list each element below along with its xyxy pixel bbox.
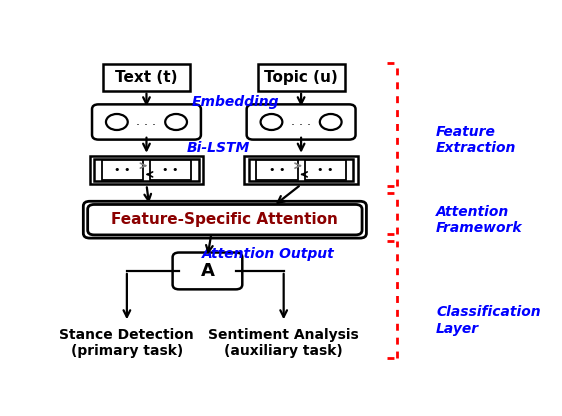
Text: Sentiment Analysis
(auxiliary task): Sentiment Analysis (auxiliary task) [209, 328, 359, 358]
Text: Classification
Layer: Classification Layer [436, 305, 541, 336]
Text: Bi-LSTM: Bi-LSTM [187, 141, 250, 155]
FancyBboxPatch shape [247, 104, 356, 140]
FancyBboxPatch shape [90, 156, 203, 184]
FancyBboxPatch shape [256, 160, 298, 180]
FancyBboxPatch shape [83, 201, 366, 238]
FancyBboxPatch shape [92, 104, 201, 140]
Text: A: A [201, 262, 214, 280]
FancyBboxPatch shape [244, 156, 357, 184]
FancyBboxPatch shape [249, 159, 353, 181]
FancyBboxPatch shape [102, 160, 143, 180]
FancyBboxPatch shape [150, 160, 191, 180]
FancyBboxPatch shape [88, 205, 362, 235]
Text: . . .: . . . [291, 116, 311, 129]
Text: Feature-Specific Attention: Feature-Specific Attention [111, 212, 338, 227]
Text: . . .: . . . [137, 116, 156, 129]
FancyBboxPatch shape [103, 64, 190, 91]
Text: Feature
Extraction: Feature Extraction [436, 124, 516, 155]
FancyBboxPatch shape [257, 64, 345, 91]
Text: Stance Detection
(primary task): Stance Detection (primary task) [60, 328, 194, 358]
Text: • •: • • [269, 165, 285, 175]
FancyBboxPatch shape [305, 160, 346, 180]
Text: • •: • • [317, 165, 333, 175]
Text: Topic (u): Topic (u) [264, 69, 338, 84]
Text: • •: • • [162, 165, 179, 175]
Text: Text (t): Text (t) [115, 69, 178, 84]
FancyBboxPatch shape [173, 253, 242, 290]
FancyBboxPatch shape [94, 159, 199, 181]
Text: Attention Output: Attention Output [202, 247, 335, 261]
Text: Embedding: Embedding [192, 95, 279, 109]
Text: Attention
Framework: Attention Framework [436, 205, 523, 235]
Text: • •: • • [114, 165, 130, 175]
